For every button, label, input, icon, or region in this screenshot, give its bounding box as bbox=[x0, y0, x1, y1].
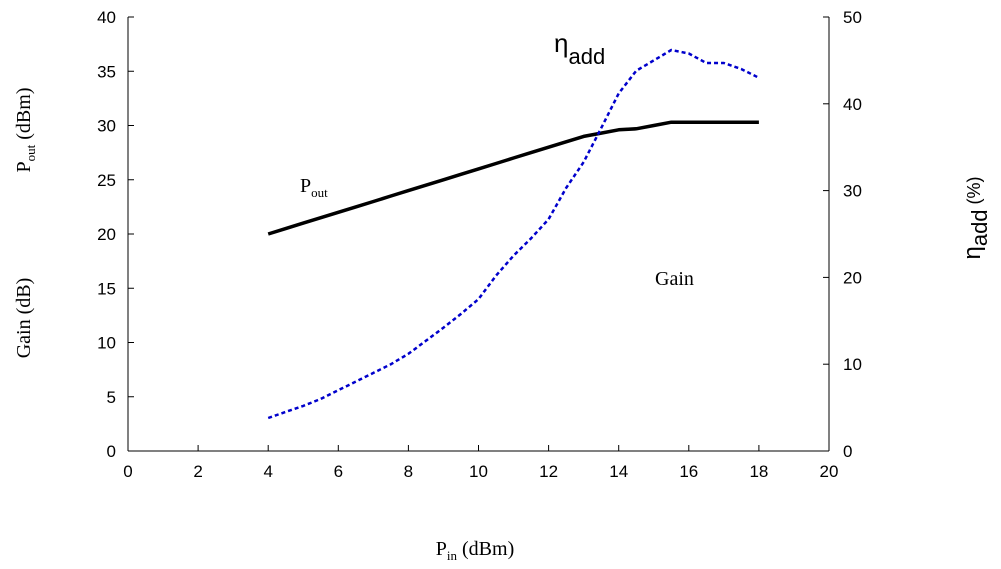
x-tick-label: 10 bbox=[469, 462, 488, 481]
annotation-eta-main: η bbox=[554, 28, 568, 58]
annotation-gain: Gain bbox=[655, 268, 694, 290]
x-axis-label: Pin (dBm) bbox=[436, 538, 514, 563]
x-tick-label: 12 bbox=[539, 462, 558, 481]
x-tick-label: 18 bbox=[749, 462, 768, 481]
y-right-label-main: η bbox=[959, 246, 986, 259]
series-layer bbox=[267, 48, 760, 420]
y-left-label-pout-main: P bbox=[13, 161, 35, 172]
y-right-tick-label: 50 bbox=[843, 8, 862, 27]
y-right-label: ηadd (%) bbox=[959, 176, 992, 259]
annotation-pout-main: P bbox=[300, 175, 311, 197]
y-right-tick-label: 30 bbox=[843, 182, 862, 201]
y-right-tick-label: 20 bbox=[843, 268, 862, 287]
y-right-label-sub: add bbox=[967, 209, 992, 246]
pout-series-line bbox=[267, 120, 759, 236]
axes: 0 2 4 6 8 10 12 14 16 18 2005101520253035400102030… bbox=[97, 8, 862, 481]
y-left-label-pout-sub: out bbox=[23, 144, 38, 161]
x-axis-label-unit: (dBm) bbox=[457, 538, 514, 560]
x-axis-label-main: P bbox=[436, 538, 447, 560]
y-left-tick-label: 35 bbox=[97, 62, 116, 81]
x-tick-label: 20 bbox=[820, 462, 839, 481]
y-left-tick-label: 0 bbox=[107, 442, 116, 461]
y-left-label-pout-unit: (dBm) bbox=[13, 88, 35, 145]
y-left-tick-label: 10 bbox=[97, 334, 116, 353]
y-left-tick-label: 25 bbox=[97, 171, 116, 190]
y-left-label-gain: Gain (dB) bbox=[13, 278, 35, 359]
x-tick-label: 2 bbox=[193, 462, 202, 481]
x-tick-label: 6 bbox=[334, 462, 343, 481]
x-axis-label-sub: in bbox=[447, 548, 458, 563]
x-tick-label: 14 bbox=[609, 462, 628, 481]
y-left-label-pout: Pout (dBm) bbox=[13, 88, 38, 173]
y-left-tick-label: 40 bbox=[97, 8, 116, 27]
y-right-label-unit: (%) bbox=[964, 176, 984, 209]
y-left-tick-label: 5 bbox=[107, 388, 116, 407]
annotation-eta-sub: add bbox=[568, 44, 605, 69]
y-right-tick-label: 40 bbox=[843, 95, 862, 114]
x-tick-label: 4 bbox=[263, 462, 272, 481]
annotation-pout-sub: out bbox=[311, 185, 328, 200]
eta-add-series-line bbox=[267, 48, 760, 420]
x-tick-label: 8 bbox=[404, 462, 413, 481]
y-right-tick-label: 0 bbox=[843, 442, 852, 461]
y-left-tick-label: 15 bbox=[97, 279, 116, 298]
annotation-eta: ηadd bbox=[554, 28, 605, 69]
y-right-tick-label: 10 bbox=[843, 355, 862, 374]
x-tick-label: 0 bbox=[123, 462, 132, 481]
annotation-pout: Pout bbox=[300, 175, 328, 200]
x-tick-label: 16 bbox=[679, 462, 698, 481]
y-left-tick-label: 20 bbox=[97, 225, 116, 244]
y-left-tick-label: 30 bbox=[97, 117, 116, 136]
